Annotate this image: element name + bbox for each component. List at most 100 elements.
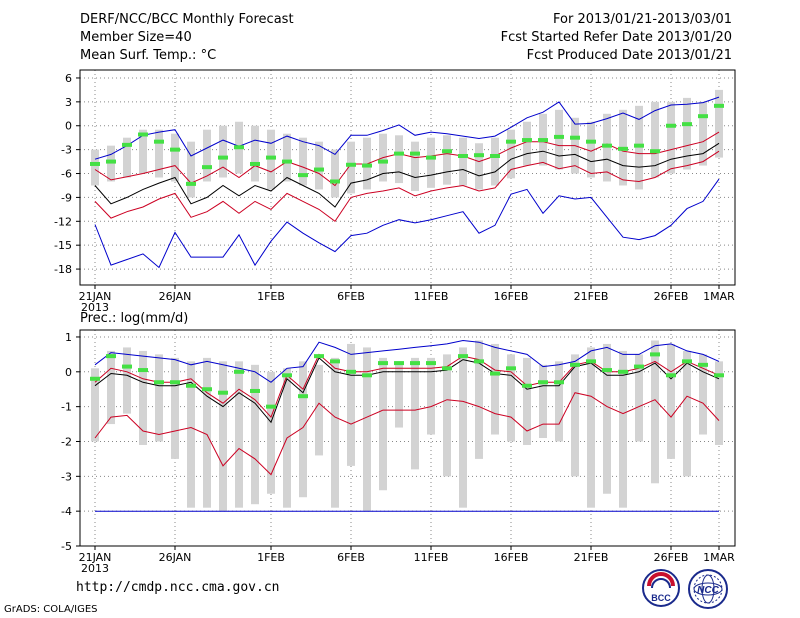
- temp-median-marker: [186, 181, 196, 186]
- prec-ensemble-bar: [619, 350, 627, 508]
- temp-median-marker: [314, 167, 324, 172]
- prec-median-marker: [490, 371, 500, 376]
- prec-ensemble-bar: [555, 361, 563, 442]
- prec-ensemble-bar: [427, 357, 435, 435]
- temp-median-marker: [122, 142, 132, 147]
- prec-median-marker: [362, 373, 372, 378]
- temp-ensemble-bar: [491, 137, 499, 186]
- temp-ensemble-bar: [315, 141, 323, 190]
- temp-median-marker: [218, 155, 228, 160]
- prec-ensemble-bar: [187, 361, 195, 508]
- temp-ensemble-bar: [123, 137, 131, 178]
- prec-ensemble-bar: [107, 350, 115, 425]
- prec-median-marker: [506, 366, 516, 371]
- temp-median-marker: [538, 138, 548, 143]
- prec-ensemble-bar: [635, 354, 643, 442]
- temp-ensemble-bar: [171, 133, 179, 182]
- temp-median-marker: [474, 153, 484, 158]
- temp-ensemble-bar: [283, 133, 291, 182]
- temp-median-marker: [426, 155, 436, 160]
- prec-ensemble-bar: [587, 347, 595, 508]
- temp-ytick-label: -12: [54, 215, 72, 228]
- prec-ensemble-bar: [219, 361, 227, 512]
- prec-median-marker: [650, 352, 660, 357]
- temp-ytick-label: -15: [54, 239, 72, 252]
- prec-ensemble-bar: [571, 354, 579, 477]
- prec-median-marker: [170, 380, 180, 385]
- temp-median-marker: [170, 147, 180, 152]
- prec-median-marker: [442, 366, 452, 371]
- temp-median-marker: [330, 179, 340, 184]
- temp-median-marker: [250, 161, 260, 166]
- prec-ensemble-bar: [331, 357, 339, 508]
- prec-median-marker: [330, 359, 340, 364]
- temp-ytick-label: -6: [61, 168, 72, 181]
- prec-median-marker: [90, 376, 100, 381]
- prec-ensemble-bar: [443, 354, 451, 477]
- prec-median-marker: [122, 364, 132, 369]
- temp-median-marker: [554, 134, 564, 139]
- temp-median-marker: [234, 145, 244, 150]
- prec-median-marker: [618, 369, 628, 374]
- website-url[interactable]: http://cmdp.ncc.cma.gov.cn: [76, 580, 280, 595]
- prec-ensemble-bar: [347, 343, 355, 466]
- temp-xtick-label: 26JAN: [159, 290, 192, 303]
- temp-ensemble-bar: [347, 141, 355, 194]
- prec-year-label: 2013: [81, 562, 109, 575]
- temp-median-marker: [106, 159, 116, 164]
- temp-spread-upper-line: [94, 131, 720, 187]
- prec-xtick-label: 26FEB: [654, 551, 689, 564]
- prec-ensemble-bar: [139, 350, 147, 445]
- prec-ensemble-bar: [299, 361, 307, 498]
- prec-ensemble-bar: [667, 343, 675, 459]
- temp-ensemble-bar: [507, 129, 515, 179]
- prec-median-marker: [138, 368, 148, 373]
- bcc-logo: BCC: [642, 569, 680, 607]
- variable-label: Mean Surf. Temp.: °C: [80, 48, 217, 63]
- temp-year-label: 2013: [81, 301, 109, 314]
- prec-median-marker: [714, 373, 724, 378]
- temp-median-marker: [266, 155, 276, 160]
- temp-ytick-label: 0: [65, 120, 72, 133]
- prec-xtick-label: 21JAN: [79, 551, 112, 564]
- prec-median-marker: [106, 354, 116, 359]
- prec-ytick-label: 0: [65, 366, 72, 379]
- prec-median-marker: [394, 361, 404, 366]
- temp-median-marker: [698, 114, 708, 119]
- prec-ensemble-bar: [411, 357, 419, 470]
- prec-median-marker: [346, 369, 356, 374]
- temp-ensemble-bar: [683, 97, 691, 170]
- temp-ensemble-bar: [667, 101, 675, 174]
- prec-ensemble-bar: [251, 364, 259, 505]
- temp-ensemble-bar: [139, 129, 147, 174]
- prec-max-line: [94, 339, 720, 383]
- prec-ensemble-bar: [363, 347, 371, 512]
- temp-ensemble-bar: [299, 137, 307, 186]
- prec-ensemble-bar: [315, 364, 323, 456]
- temp-ensemble-bar: [699, 101, 707, 166]
- member-size: Member Size=40: [80, 30, 192, 45]
- temp-median-marker: [618, 146, 628, 151]
- prec-ensemble-bar: [203, 357, 211, 508]
- prec-median-marker: [250, 388, 260, 393]
- temp-median-marker: [586, 139, 596, 144]
- temp-median-marker: [490, 154, 500, 158]
- temp-ytick-label: 6: [65, 72, 72, 85]
- temp-ensemble-bar: [91, 149, 99, 186]
- temp-median-marker: [634, 143, 644, 148]
- prec-xtick-label: 16FEB: [494, 551, 529, 564]
- prec-ensemble-bar: [459, 347, 467, 508]
- temp-median-marker: [378, 159, 388, 164]
- prec-xtick-label: 6FEB: [337, 551, 365, 564]
- prec-ytick-label: -4: [61, 505, 72, 518]
- temp-median-marker: [154, 139, 164, 144]
- temp-median-marker: [138, 132, 148, 137]
- prec-median-marker: [586, 359, 596, 364]
- prec-median-marker: [186, 383, 196, 388]
- temp-ensemble-bar: [187, 141, 195, 198]
- temp-ensemble-bar: [587, 121, 595, 178]
- prec-ensemble-bar: [699, 354, 707, 435]
- temp-median-marker: [282, 159, 292, 164]
- temp-median-marker: [90, 161, 100, 166]
- prec-ytick-label: -5: [61, 540, 72, 553]
